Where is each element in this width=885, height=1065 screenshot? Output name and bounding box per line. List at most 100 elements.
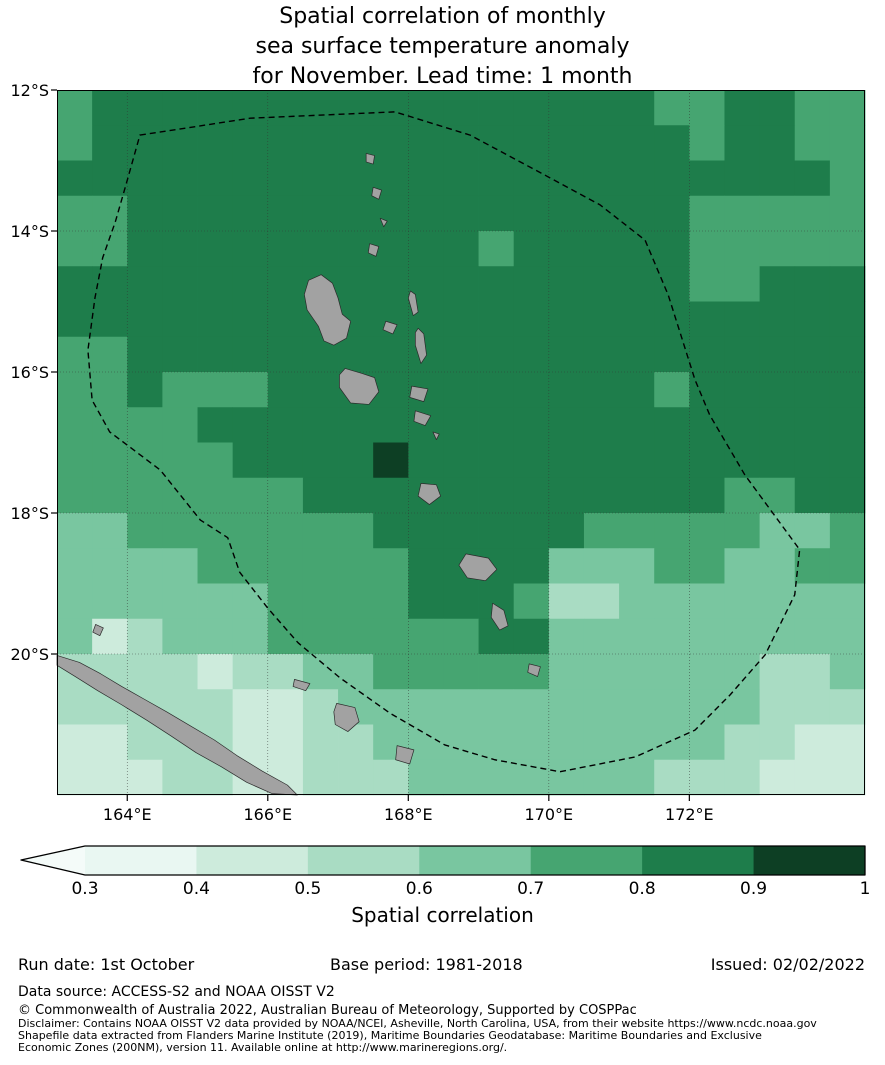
heatmap-cell [302,583,339,620]
heatmap-cell [724,618,761,655]
heatmap-cell [373,759,409,796]
heatmap-cell [267,548,304,584]
disclaimer: Disclaimer: Contains NOAA OISST V2 data … [18,1017,817,1030]
heatmap-cell [548,195,585,232]
heatmap-cell [57,266,93,302]
map-border [57,90,865,795]
heatmap-cell [302,442,339,479]
heatmap-cell [197,301,234,338]
heatmap-cell [548,90,585,126]
heatmap-cell [127,90,163,126]
heatmap-cell [724,407,761,443]
heatmap-cell [619,548,655,584]
x-tick-label: 166°E [243,805,293,824]
heatmap-cell [127,160,163,197]
heatmap-cell [373,336,409,373]
heatmap-cell [829,160,866,197]
heatmap-cell [232,231,269,267]
heatmap-cell [478,336,515,373]
heatmap-cell [338,336,374,373]
heatmap-cell [302,160,339,197]
heatmap-cell [583,724,620,761]
heatmap-cell [92,336,128,373]
heatmap-cell [583,266,620,302]
heatmap-cell [232,301,269,338]
heatmap-cell [92,442,128,479]
heatmap-cell [197,195,234,232]
heatmap-cell [689,266,725,302]
heatmap-cell [619,372,655,408]
base-period: Base period: 1981-2018 [330,955,523,974]
heatmap-cell [829,372,866,408]
heatmap-cell [338,477,374,514]
heatmap-cell [302,407,339,443]
heatmap-cell [478,442,515,479]
heatmap-cell [548,442,585,479]
heatmap-cell [57,407,93,443]
y-tick-label: 16°S [10,363,49,382]
heatmap-cell [513,442,550,479]
heatmap-cell [232,266,269,302]
heatmap-cell [759,372,796,408]
heatmap-cell [373,125,409,161]
heatmap-cell [794,195,831,232]
heatmap-cell [443,618,479,655]
heatmap-cell [619,442,655,479]
heatmap-cell [759,548,796,584]
heatmap-cell [162,442,198,479]
heatmap-cell [443,689,479,725]
shapefile-credit-line-2: Economic Zones (200NM), version 11. Avai… [18,1041,508,1054]
x-tick-label: 164°E [102,805,152,824]
heatmap-cell [724,654,761,690]
heatmap-cell [548,336,585,373]
heatmap-cell [338,583,374,620]
heatmap-cell [548,654,585,690]
heatmap-cell [408,442,444,479]
run-date: Run date: 1st October [18,955,195,974]
heatmap-cell [92,759,128,796]
island-maewo [407,290,419,316]
heatmap-cell [583,548,620,584]
heatmap-cell [513,689,550,725]
colorbar-label: Spatial correlation [351,903,534,927]
heatmap-cell [583,90,620,126]
heatmap-cell [408,231,444,267]
colorbar-segment [307,846,420,875]
heatmap-cell [759,336,796,373]
heatmap-cell [162,477,198,514]
correlation-heatmap [51,89,866,801]
heatmap-cell [267,90,304,126]
heatmap-cell [197,477,234,514]
heatmap-cell [513,583,550,620]
heatmap-cell [373,231,409,267]
heatmap-cell [724,231,761,267]
heatmap-cell [197,336,234,373]
heatmap-cell [408,513,444,549]
heatmap-cell [689,125,725,161]
heatmap-cell [794,654,831,690]
heatmap-cell [57,442,93,479]
heatmap-cell [513,266,550,302]
heatmap-cell [619,266,655,302]
heatmap-cell [759,442,796,479]
heatmap-cell [92,618,128,655]
heatmap-cell [232,372,269,408]
heatmap-cell [408,689,444,725]
heatmap-cell [92,301,128,338]
heatmap-cell [619,195,655,232]
heatmap-cell [759,266,796,302]
heatmap-cell [232,407,269,443]
island-espiritu-santo [303,274,352,346]
heatmap-cell [57,336,93,373]
heatmap-cell [513,231,550,267]
heatmap-cell [583,407,620,443]
heatmap-cell [619,513,655,549]
heatmap-cell [478,477,515,514]
heatmap-cell [759,724,796,761]
heatmap-cell [478,407,515,443]
heatmap-cell [689,301,725,338]
colorbar-outline [20,845,866,876]
heatmap-cell [654,513,690,549]
heatmap-cell [829,759,866,796]
heatmap-cell [548,125,585,161]
